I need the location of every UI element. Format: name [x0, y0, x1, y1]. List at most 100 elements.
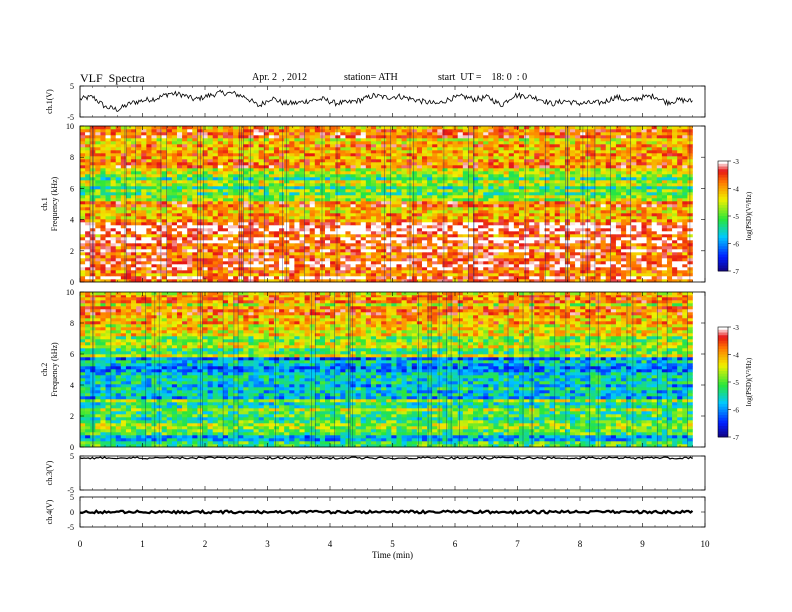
spectrogram-cell: [401, 222, 407, 226]
spectrogram-cell: [534, 174, 540, 178]
spectrogram-cell: [677, 189, 683, 193]
spectrogram-cell: [478, 219, 484, 223]
spectrogram-cell: [493, 225, 499, 229]
spectrogram-cell: [677, 165, 683, 169]
spectrogram-cell: [176, 273, 183, 277]
spectrogram-cell: [370, 195, 377, 199]
spectrogram-cell: [386, 273, 392, 277]
spectrogram-cell: [182, 213, 188, 217]
spectrogram-cell: [151, 204, 157, 208]
spectrogram-cell: [666, 183, 673, 187]
spectrogram-cell: [299, 180, 305, 184]
spectrogram-cell: [80, 231, 86, 235]
spectrogram-cell: [534, 249, 540, 253]
spectrogram-cell: [370, 240, 377, 244]
spectrogram-cell: [646, 222, 652, 226]
spectrogram-cell: [575, 210, 581, 214]
spectrogram-cell: [304, 177, 310, 181]
spectrogram-cell: [381, 243, 387, 247]
spectrogram-cell: [544, 177, 550, 181]
spectrogram-cell: [498, 270, 504, 274]
spectrogram-cell: [442, 261, 448, 265]
spectrogram-cell: [386, 255, 392, 259]
spectrogram-cell: [95, 252, 101, 256]
spectrogram-cell: [299, 276, 305, 280]
spectrogram-cell: [228, 261, 234, 265]
spectrogram-cell: [376, 207, 382, 211]
spectrogram-cell: [631, 198, 637, 202]
spectrogram-cell: [651, 177, 658, 181]
spectrogram-cell: [529, 228, 535, 232]
spectrogram-cell: [325, 183, 331, 187]
spectrogram-cell: [85, 198, 91, 202]
spectrogram-cell: [151, 219, 157, 223]
spectrogram-cell: [95, 228, 101, 232]
spectrogram-cell: [120, 201, 127, 205]
spectrogram-cell: [187, 264, 193, 268]
spectrogram-cell: [575, 252, 581, 256]
spectrogram-cell: [508, 162, 515, 166]
spectrogram-cell: [605, 255, 612, 259]
spectrogram-cell: [330, 267, 336, 271]
spectrogram-cell: [345, 222, 351, 226]
spectrogram-cell: [187, 177, 193, 181]
spectrogram-cell: [238, 234, 244, 238]
spectrogram-cell: [401, 246, 407, 250]
spectrogram-cell: [161, 273, 168, 277]
spectrogram-cell: [503, 162, 510, 166]
spectrogram-cell: [212, 159, 219, 163]
spectrogram-cell: [166, 162, 173, 166]
spectrogram-cell: [646, 183, 652, 187]
spectrogram-cell: [151, 159, 157, 163]
spectrogram-cell: [529, 252, 535, 256]
spectrogram-cell: [411, 258, 418, 262]
spectrogram-cell: [304, 225, 310, 229]
spectrogram-cell: [401, 201, 407, 205]
spectrogram-cell: [243, 162, 249, 166]
spectrogram-cell: [467, 264, 474, 268]
spectrogram-cell: [335, 255, 341, 259]
spectrogram-cell: [294, 192, 300, 196]
spectrogram-cell: [146, 198, 152, 202]
spectrogram-cell: [416, 192, 423, 196]
spectrogram-cell: [452, 261, 458, 265]
spectrogram-cell: [238, 216, 244, 220]
spectrogram-cell: [590, 273, 596, 277]
spectrogram-cell: [666, 195, 673, 199]
spectrogram-cell: [166, 174, 173, 178]
spectrogram-cell: [513, 162, 520, 166]
spectrogram-cell: [386, 270, 392, 274]
spectrogram-cell: [248, 162, 254, 166]
spectrogram-cell: [319, 222, 326, 226]
spectrogram-cell: [233, 213, 239, 217]
spectrogram-cell: [416, 171, 423, 175]
spectrogram-cell: [544, 195, 550, 199]
spectrogram-cell: [590, 255, 596, 259]
spectrogram-cell: [452, 180, 458, 184]
spectrogram-cell: [636, 267, 642, 271]
spectrogram-cell: [207, 267, 213, 271]
spectrogram-cell: [156, 225, 162, 229]
spectrogram-cell: [309, 249, 316, 253]
spectrogram-cell: [488, 225, 494, 229]
spectrogram-cell: [416, 165, 423, 169]
spectrogram-cell: [248, 159, 254, 163]
spectrogram-cell: [391, 198, 397, 202]
spectrogram-cell: [646, 201, 652, 205]
spectrogram-cell: [544, 222, 550, 226]
spectrogram-cell: [488, 261, 494, 265]
spectrogram-cell: [427, 276, 433, 280]
spectrogram-cell: [263, 270, 270, 274]
spectrogram-cell: [524, 261, 530, 265]
spectrogram-cell: [309, 267, 316, 271]
spectrogram-cell: [682, 174, 688, 178]
spectrogram-cell: [518, 273, 525, 277]
spectrogram-cell: [544, 234, 550, 238]
spectrogram-cell: [228, 213, 234, 217]
spectrogram-cell: [493, 276, 499, 280]
spectrogram-cell: [452, 234, 458, 238]
spectrogram-cell: [212, 234, 219, 238]
spectrogram-cell: [554, 174, 561, 178]
spectrogram-cell: [641, 198, 647, 202]
spectrogram-cell: [544, 231, 550, 235]
